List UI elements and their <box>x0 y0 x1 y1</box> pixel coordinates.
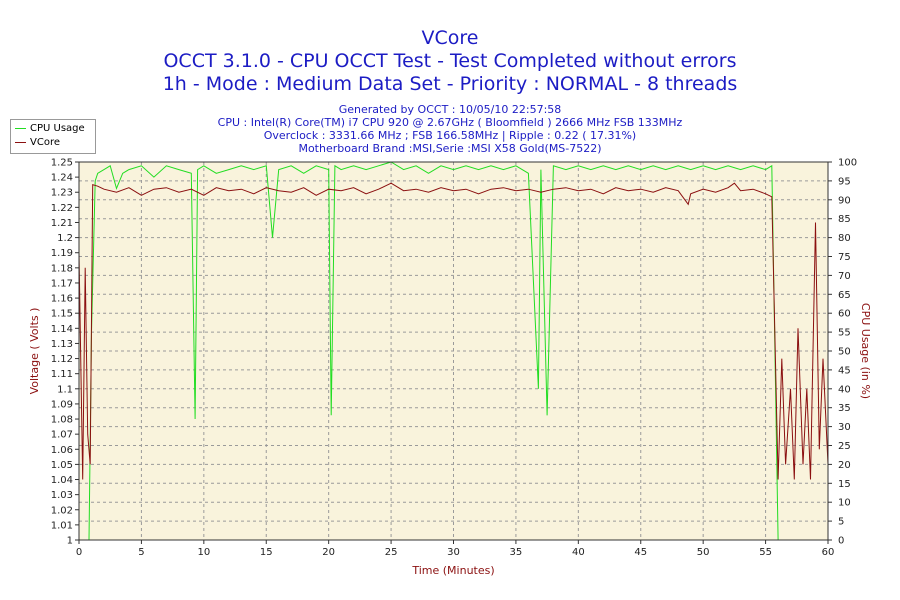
y-right-tick-label: 55 <box>838 328 851 339</box>
y-left-tick-label: 1.23 <box>51 188 73 199</box>
y-right-tick-label: 15 <box>838 479 851 490</box>
y-left-tick-label: 1.01 <box>51 520 73 531</box>
legend-item-cpu-usage: CPU Usage <box>15 122 85 136</box>
y-left-tick-label: 1.03 <box>51 490 73 501</box>
x-tick-label: 50 <box>697 547 710 558</box>
legend-swatch-cpu-usage <box>15 127 26 129</box>
y-right-tick-label: 25 <box>838 441 851 452</box>
y-left-tick-label: 1.22 <box>51 203 73 214</box>
y-right-tick-label: 95 <box>838 176 851 187</box>
x-tick-label: 60 <box>822 547 835 558</box>
info-overclock: Overclock : 3331.66 MHz ; FSB 166.58MHz … <box>263 129 637 142</box>
x-tick-label: 40 <box>572 547 585 558</box>
y-right-tick-label: 45 <box>838 365 851 376</box>
y-left-tick-label: 1.09 <box>51 399 73 410</box>
x-tick-label: 30 <box>447 547 460 558</box>
y-axis-label-left: Voltage ( Volts ) <box>28 308 41 395</box>
y-left-tick-label: 1.14 <box>51 324 73 335</box>
legend-item-vcore: VCore <box>15 136 60 150</box>
y-right-tick-label: 90 <box>838 195 851 206</box>
info-cpu: CPU : Intel(R) Core(TM) i7 CPU 920 @ 2.6… <box>217 116 683 129</box>
x-tick-label: 0 <box>76 547 82 558</box>
y-right-tick-label: 30 <box>838 422 851 433</box>
y-right-tick-label: 100 <box>838 158 857 169</box>
y-right-tick-label: 35 <box>838 403 851 414</box>
y-left-tick-label: 1.04 <box>51 475 73 486</box>
series-line-vcore <box>78 182 829 480</box>
y-left-tick-label: 1.25 <box>51 158 73 169</box>
y-right-tick-label: 10 <box>838 498 851 509</box>
info-motherboard: Motherboard Brand :MSI,Serie :MSI X58 Go… <box>298 142 602 155</box>
chart-subtitle: OCCT 3.1.0 - CPU OCCT Test - Test Comple… <box>163 50 737 72</box>
legend-label-cpu-usage: CPU Usage <box>30 123 85 134</box>
chart-title: VCore <box>421 27 479 49</box>
y-left-tick-label: 1.2 <box>57 233 73 244</box>
y-right-tick-label: 80 <box>838 233 851 244</box>
y-left-tick-label: 1.11 <box>51 369 73 380</box>
y-right-tick-label: 0 <box>838 536 844 547</box>
y-right-tick-label: 70 <box>838 271 851 282</box>
x-tick-label: 25 <box>385 547 398 558</box>
x-tick-label: 20 <box>322 547 335 558</box>
y-left-tick-label: 1.1 <box>57 384 73 395</box>
y-left-tick-label: 1.08 <box>51 415 73 426</box>
x-tick-label: 35 <box>510 547 523 558</box>
y-left-tick-label: 1 <box>67 536 73 547</box>
y-left-tick-label: 1.02 <box>51 505 73 516</box>
info-generated: Generated by OCCT : 10/05/10 22:57:58 <box>338 103 562 116</box>
y-right-tick-label: 65 <box>838 290 851 301</box>
x-axis-label: Time (Minutes) <box>411 564 494 577</box>
y-left-tick-label: 1.16 <box>51 294 73 305</box>
y-right-tick-label: 40 <box>838 384 851 395</box>
y-right-tick-label: 60 <box>838 309 851 320</box>
y-left-tick-label: 1.05 <box>51 460 73 471</box>
y-left-tick-label: 1.13 <box>51 339 73 350</box>
y-left-tick-label: 1.17 <box>51 278 73 289</box>
y-left-tick-label: 1.18 <box>51 263 73 274</box>
x-tick-label: 5 <box>138 547 144 558</box>
legend-label-vcore: VCore <box>30 137 60 148</box>
y-right-tick-label: 20 <box>838 460 851 471</box>
x-tick-label: 15 <box>260 547 273 558</box>
y-left-tick-label: 1.06 <box>51 445 73 456</box>
chart-subtitle-2: 1h - Mode : Medium Data Set - Priority :… <box>162 73 738 95</box>
y-left-tick-label: 1.15 <box>51 309 73 320</box>
y-right-tick-label: 50 <box>838 347 851 358</box>
y-left-tick-label: 1.24 <box>51 173 73 184</box>
y-left-tick-label: 1.12 <box>51 354 73 365</box>
y-left-tick-label: 1.21 <box>51 218 73 229</box>
x-tick-label: 10 <box>197 547 210 558</box>
chart-legend: CPU Usage VCore <box>10 119 96 154</box>
y-right-tick-label: 75 <box>838 252 851 263</box>
y-right-tick-label: 85 <box>838 214 851 225</box>
y-left-tick-label: 1.19 <box>51 248 73 259</box>
y-left-tick-label: 1.07 <box>51 430 73 441</box>
y-axis-label-right: CPU Usage (in %) <box>859 303 872 399</box>
x-tick-label: 55 <box>759 547 772 558</box>
y-right-tick-label: 5 <box>838 517 844 528</box>
legend-swatch-vcore <box>15 141 26 143</box>
x-tick-label: 45 <box>634 547 647 558</box>
